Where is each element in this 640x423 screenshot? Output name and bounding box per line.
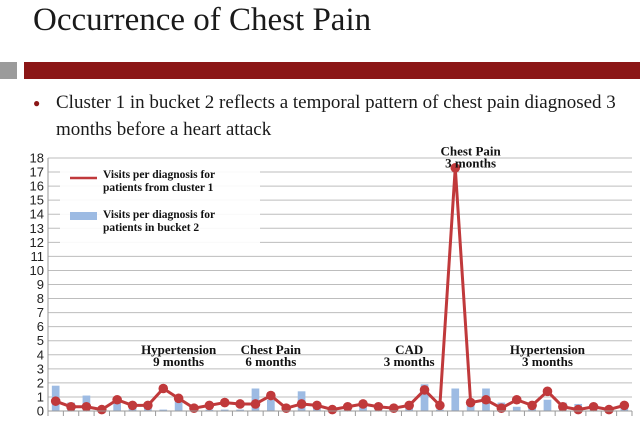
y-tick-label: 17 (30, 165, 44, 180)
line-point (266, 390, 276, 401)
y-tick-label: 1 (37, 389, 44, 404)
y-tick-label: 14 (30, 207, 44, 222)
line-point (604, 404, 614, 415)
line-point (250, 399, 261, 409)
line-point (573, 404, 584, 415)
y-tick-label: 16 (30, 179, 44, 194)
line-point (481, 394, 491, 405)
bar (236, 409, 244, 411)
line-point (281, 403, 292, 413)
line-point (96, 404, 107, 415)
bar (436, 409, 444, 411)
line-point (496, 403, 507, 413)
line-point (189, 403, 199, 413)
y-tick-label: 9 (37, 277, 44, 292)
title-accent-square (0, 62, 17, 79)
annotation-label: Hypertension 3 months (510, 342, 586, 369)
line-point (312, 400, 322, 411)
bar (420, 384, 429, 411)
line-point (143, 400, 153, 411)
line-point (373, 401, 384, 412)
slide-title: Occurrence of Chest Pain (33, 2, 372, 38)
bar (220, 409, 229, 411)
title-divider-bar (24, 62, 640, 79)
line-point (542, 386, 553, 397)
line-point (527, 400, 537, 411)
bullet-marker: ● (33, 96, 41, 110)
line-point (404, 400, 414, 411)
line-point (558, 401, 568, 412)
line-point (66, 401, 76, 412)
bar (267, 399, 275, 411)
y-tick-label: 0 (37, 404, 44, 419)
bar (113, 398, 121, 411)
line-point (204, 400, 215, 411)
y-tick-label: 11 (31, 249, 45, 264)
bar (451, 388, 460, 411)
line-point (219, 397, 230, 408)
annotation-label: CAD 3 months (384, 342, 435, 369)
legend-bar-swatch (70, 212, 97, 220)
y-tick-label: 3 (37, 361, 44, 376)
y-tick-label: 4 (37, 347, 44, 362)
bar (205, 409, 214, 411)
legend-label-bar: Visits per diagnosis for patients in buck… (103, 209, 215, 234)
chart-legend: Visits per diagnosis for patients from cl… (60, 166, 260, 244)
y-tick-label: 15 (30, 193, 44, 208)
y-tick-label: 2 (37, 375, 44, 390)
line-point (588, 401, 599, 412)
annotation-label: Chest Pain 6 months (241, 342, 302, 369)
line-point (327, 404, 338, 415)
line-point (296, 399, 307, 409)
bullet-text: Cluster 1 in bucket 2 reflects a tempora… (56, 92, 616, 140)
y-tick-label: 5 (37, 333, 44, 348)
line-point (173, 393, 184, 404)
line-point (127, 400, 138, 411)
line-point (342, 401, 353, 412)
line-point (112, 394, 122, 405)
line-series (50, 163, 630, 415)
annotation-label: Chest Pain 3 months (440, 144, 501, 171)
line-point (358, 399, 368, 409)
line-point (419, 385, 430, 395)
line-point (465, 397, 476, 408)
line-point (450, 163, 461, 173)
line-point (81, 401, 92, 412)
bar (466, 405, 475, 411)
chart-grid (48, 157, 632, 412)
y-tick-label: 6 (37, 319, 44, 334)
line-point (619, 400, 630, 411)
y-tick-label: 8 (37, 291, 44, 306)
y-tick-label: 12 (30, 235, 44, 250)
line-point (435, 400, 445, 411)
bar (512, 406, 521, 411)
legend-label-line: Visits per diagnosis for patients from cl… (103, 169, 215, 194)
bar (159, 409, 168, 411)
line-point (511, 394, 522, 405)
bar (174, 398, 183, 411)
bar (543, 399, 552, 411)
y-tick-label: 18 (30, 151, 44, 166)
y-tick-label: 13 (30, 221, 44, 236)
chart-annotations: Hypertension 9 months Chest Pain 6 months CA… (141, 144, 586, 369)
y-tick-label: 10 (30, 263, 44, 278)
annotation-label: Hypertension 9 months (141, 342, 217, 369)
line-point (388, 403, 399, 413)
line-point (50, 396, 61, 406)
y-tick-label: 7 (37, 305, 44, 320)
line-point (158, 383, 169, 394)
line-point (235, 399, 245, 409)
